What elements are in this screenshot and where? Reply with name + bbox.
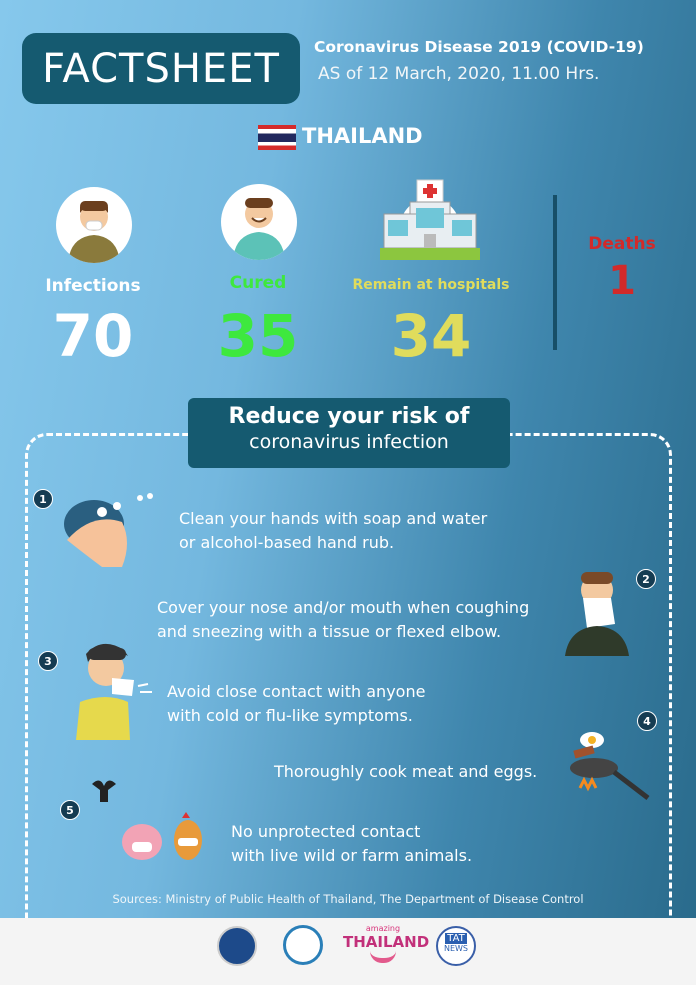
risk-heading-box: Reduce your risk of coronavirus infectio… [188, 398, 510, 468]
divider [553, 195, 557, 350]
tip-3-line2: with cold or flu-like symptoms. [167, 706, 413, 725]
thailand-text: THAILAND [343, 933, 430, 951]
hospital-icon [380, 178, 480, 264]
tip-4-line1: Thoroughly cook meat and eggs. [274, 762, 538, 781]
tip-3-line1: Avoid close contact with anyone [167, 682, 426, 701]
tip-4-text: Thoroughly cook meat and eggs. [274, 760, 537, 784]
cured-value: 35 [217, 302, 299, 370]
ministry-of-public-health-logo [217, 926, 257, 966]
tip-3-text: Avoid close contact with anyone with col… [167, 680, 425, 728]
deaths-label: Deaths [588, 234, 656, 254]
tip-number-4: 4 [637, 711, 657, 731]
tip-1-text: Clean your hands with soap and water or … [179, 507, 487, 555]
infections-label: Infections [45, 276, 141, 296]
frying-pan-icon [566, 718, 650, 802]
country-name: THAILAND [302, 124, 423, 148]
tip-1-line1: Clean your hands with soap and water [179, 509, 488, 528]
tat-news-logo: TAT NEWS [436, 926, 476, 966]
footer: amazing THAILAND TAT NEWS [0, 918, 696, 985]
thailand-flag-icon [258, 125, 296, 150]
masked-person-icon [56, 187, 132, 263]
sources: Sources: Ministry of Public Health of Th… [112, 892, 584, 906]
tip-5-line1: No unprotected contact [231, 822, 421, 841]
smiling-person-icon [221, 184, 297, 260]
tat-text: TAT [445, 933, 467, 944]
tip-2-line2: and sneezing with a tissue or flexed elb… [157, 622, 502, 641]
sick-person-icon [72, 640, 160, 740]
hand-washing-icon [62, 492, 162, 572]
title: Coronavirus Disease 2019 (COVID-19) [314, 38, 644, 56]
remain-at-hospitals-label: Remain at hospitals [352, 277, 510, 293]
department-of-disease-control-logo [283, 925, 323, 965]
tip-number-5: 5 [60, 800, 80, 820]
tip-2-text: Cover your nose and/or mouth when coughi… [157, 596, 529, 644]
amazing-text: amazing [365, 924, 401, 933]
tip-5-line2: with live wild or farm animals. [231, 846, 473, 865]
tip-1-line2: or alcohol-based hand rub. [179, 533, 395, 552]
deaths-value: 1 [608, 258, 636, 304]
tip-number-1: 1 [33, 489, 53, 509]
sneezing-person-icon [565, 568, 631, 656]
tip-number-2: 2 [636, 569, 656, 589]
risk-heading: Reduce your risk of [228, 404, 470, 429]
tip-5-text: No unprotected contact with live wild or… [231, 820, 472, 868]
remain-at-hospitals-value: 34 [390, 302, 472, 370]
cured-label: Cured [229, 273, 287, 293]
amazing-thailand-logo: amazing THAILAND [343, 924, 430, 963]
tip-number-3: 3 [38, 651, 58, 671]
risk-subheading: coronavirus infection [249, 431, 449, 453]
as-of-date: AS of 12 March, 2020, 11.00 Hrs. [318, 64, 600, 84]
factsheet-badge: FACTSHEET [22, 33, 300, 104]
infections-value: 70 [52, 302, 134, 370]
news-text: NEWS [443, 944, 469, 953]
tip-2-line1: Cover your nose and/or mouth when coughi… [157, 598, 530, 617]
animals-icon [88, 776, 214, 868]
